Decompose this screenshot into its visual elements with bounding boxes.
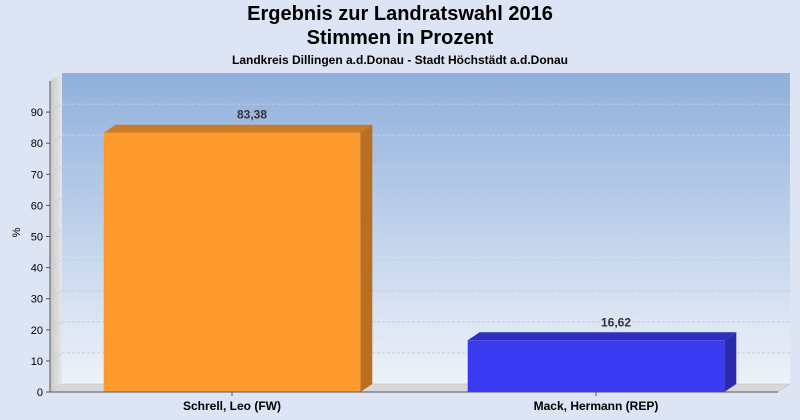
x-axis: Schrell, Leo (FW) Mack, Hermann (REP) [50,391,778,413]
y-tick-label: 90 [31,107,43,119]
gridline-side [49,228,63,237]
y-tick-label: 50 [31,232,43,244]
bar [467,340,725,392]
y-tick-label: 80 [31,138,43,150]
chart-region-subtitle: Landkreis Dillingen a.d.Donau - Stadt Hö… [231,53,569,67]
gridline-side [49,103,63,113]
y-tick-label: 0 [37,387,43,399]
y-tick-label: 70 [31,169,43,181]
gridline-side [49,196,63,206]
bar-side [724,332,737,392]
bar-side [360,124,373,392]
gridline-side [49,259,63,269]
bars [103,124,737,392]
data-labels: 83,38 16,62 [237,108,631,330]
bar [103,132,361,392]
bar-top [467,332,737,341]
x-tick-label: Schrell, Leo (FW) [183,399,281,413]
gridline-side [49,352,63,362]
bar-value-label: 16,62 [601,315,631,329]
y-tick-label: 30 [31,294,43,306]
y-axis-label: % [11,227,23,237]
bar-top [103,124,373,133]
y-tick-label: 40 [31,263,43,275]
x-tick-label: Mack, Hermann (REP) [534,399,659,413]
bar-value-label: 83,38 [237,108,267,122]
y-tick-label: 20 [31,325,43,337]
y-tick-label: 10 [31,356,43,368]
chart-title: Ergebnis zur Landratswahl 2016 [247,3,553,25]
gridline-side [49,290,63,300]
gridline-side [49,321,63,331]
y-axis: 0 10 20 30 40 50 60 70 80 90% [11,81,51,399]
y-tick-label: 60 [31,200,43,212]
gridline-side [49,134,63,144]
chart-subtitle: Stimmen in Prozent [306,27,494,49]
gridline-side [49,165,63,175]
